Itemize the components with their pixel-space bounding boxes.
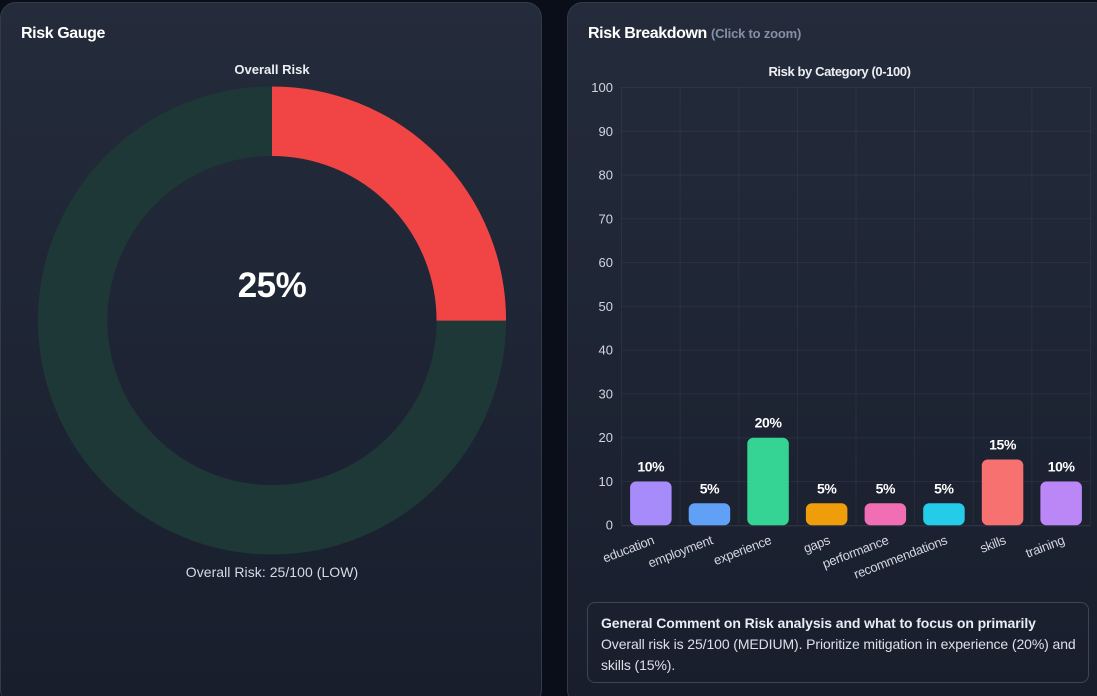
svg-text:20: 20 xyxy=(599,430,613,445)
svg-text:5%: 5% xyxy=(934,481,954,497)
svg-text:50: 50 xyxy=(599,299,613,314)
svg-text:30: 30 xyxy=(599,386,613,401)
svg-text:5%: 5% xyxy=(876,481,896,497)
svg-text:experience: experience xyxy=(711,532,773,568)
svg-text:gaps: gaps xyxy=(801,532,832,556)
svg-text:10: 10 xyxy=(599,474,613,489)
svg-text:80: 80 xyxy=(599,168,613,183)
svg-text:20%: 20% xyxy=(755,415,783,431)
svg-text:skills: skills xyxy=(978,532,1009,556)
svg-text:60: 60 xyxy=(599,255,613,270)
svg-text:90: 90 xyxy=(599,124,613,139)
svg-text:70: 70 xyxy=(599,211,613,226)
svg-text:5%: 5% xyxy=(700,481,720,497)
svg-text:employment: employment xyxy=(646,532,715,571)
svg-text:training: training xyxy=(1023,532,1066,560)
svg-text:40: 40 xyxy=(599,343,613,358)
svg-text:5%: 5% xyxy=(817,481,837,497)
svg-text:0: 0 xyxy=(606,518,613,533)
svg-text:10%: 10% xyxy=(637,459,665,475)
svg-text:100: 100 xyxy=(591,80,613,95)
svg-text:15%: 15% xyxy=(989,437,1017,453)
svg-text:10%: 10% xyxy=(1048,459,1076,475)
